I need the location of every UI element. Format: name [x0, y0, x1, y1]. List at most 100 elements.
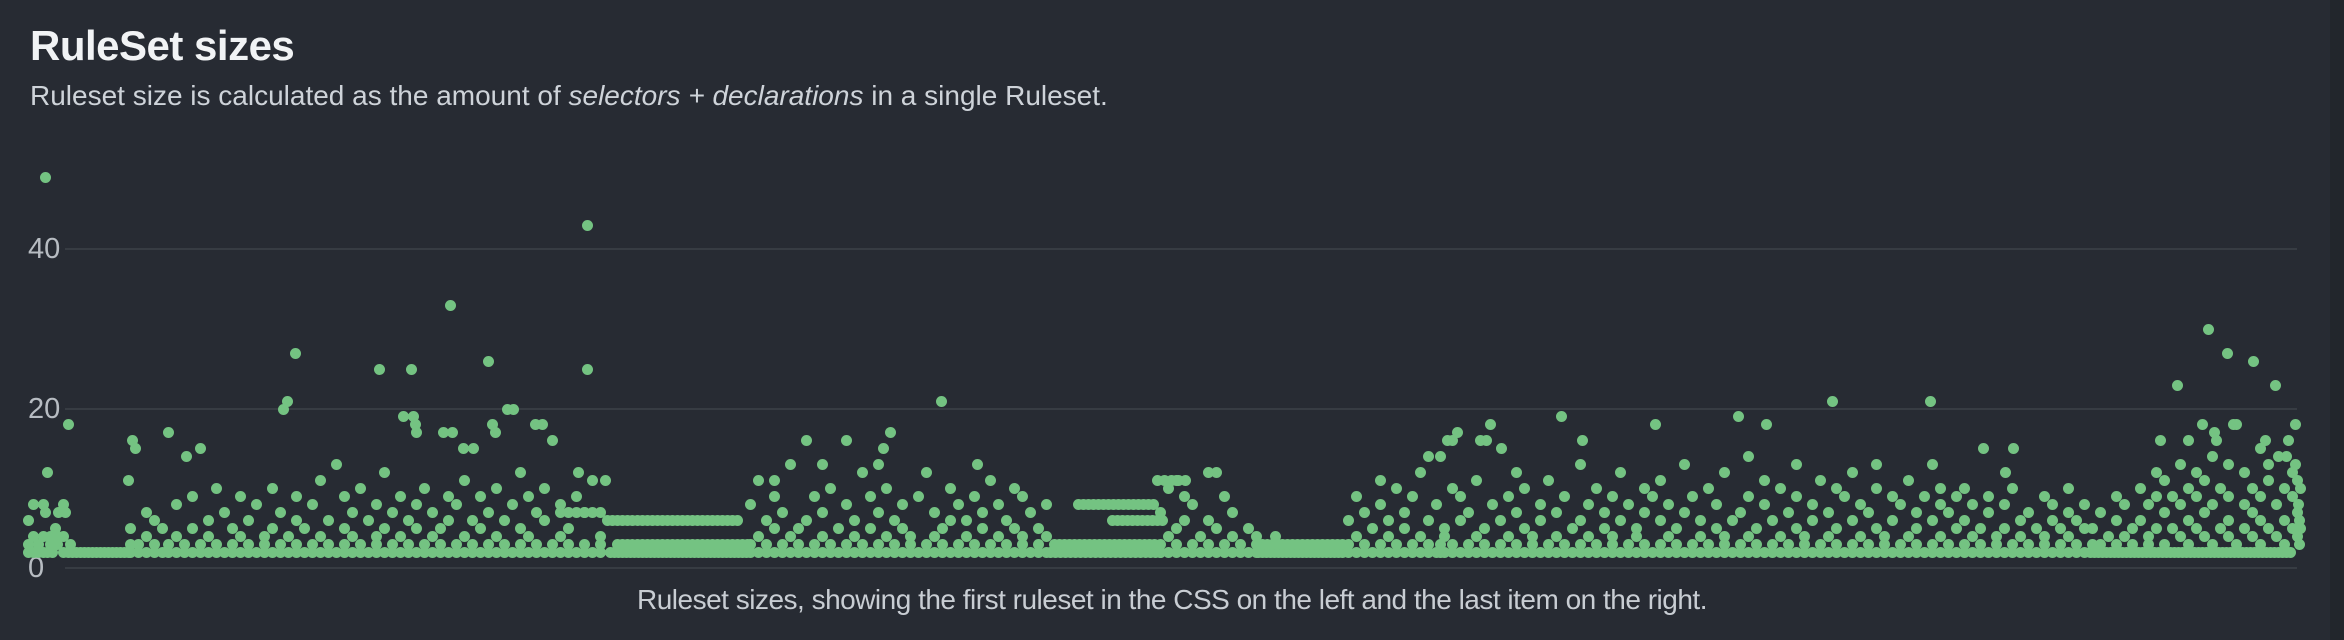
data-point	[398, 411, 409, 423]
data-point	[141, 531, 152, 543]
data-point	[1935, 531, 1946, 543]
data-point	[1367, 523, 1378, 535]
data-point	[1519, 523, 1530, 535]
data-point	[47, 547, 58, 559]
data-point	[1967, 499, 1978, 511]
data-point	[1559, 539, 1570, 551]
data-point	[841, 547, 852, 559]
data-point	[1399, 507, 1410, 519]
data-point	[283, 547, 294, 559]
data-point	[1783, 539, 1794, 551]
data-point	[1871, 523, 1882, 535]
data-point	[1695, 515, 1706, 527]
data-point	[1455, 515, 1466, 527]
data-point	[1235, 547, 1246, 559]
data-point	[1575, 539, 1586, 551]
y-axis-tick-label: 20	[28, 392, 61, 425]
data-point	[1179, 547, 1190, 559]
data-point	[1815, 539, 1826, 551]
data-point	[2175, 531, 2186, 543]
data-point	[547, 547, 558, 559]
data-point	[1751, 539, 1762, 551]
data-point	[1911, 547, 1922, 559]
subtitle-prefix: Ruleset size is calculated as the amount…	[30, 80, 569, 111]
data-point	[1743, 451, 1754, 463]
data-point	[1759, 499, 1770, 511]
data-point	[58, 499, 69, 511]
data-point	[1839, 547, 1850, 559]
data-point	[1447, 483, 1458, 495]
data-point	[1447, 547, 1458, 559]
data-point	[1556, 411, 1567, 423]
data-point	[1831, 483, 1842, 495]
data-point	[1383, 547, 1394, 559]
data-point	[809, 539, 820, 551]
data-point	[2151, 491, 2162, 503]
data-point	[251, 547, 262, 559]
data-point	[2255, 539, 2266, 551]
data-point	[163, 427, 174, 439]
data-point	[1251, 539, 1262, 551]
data-point	[2263, 459, 2274, 471]
data-point	[1383, 515, 1394, 527]
data-point	[1383, 531, 1394, 543]
data-point	[531, 507, 542, 519]
data-point	[1463, 547, 1474, 559]
data-point	[1219, 547, 1230, 559]
data-point	[563, 507, 574, 519]
data-point	[977, 547, 988, 559]
data-point	[817, 531, 828, 543]
data-point	[841, 499, 852, 511]
data-point	[1687, 539, 1698, 551]
data-point	[2159, 475, 2170, 487]
data-point	[219, 507, 230, 519]
data-point	[777, 539, 788, 551]
data-point	[2015, 515, 2026, 527]
data-point	[1807, 547, 1818, 559]
data-point	[371, 539, 382, 551]
data-point	[1863, 507, 1874, 519]
data-point	[1359, 507, 1370, 519]
data-point	[235, 531, 246, 543]
data-point	[347, 531, 358, 543]
subtitle-italic-term: selectors + declarations	[568, 80, 864, 111]
data-point	[235, 491, 246, 503]
data-point	[411, 523, 422, 535]
data-point	[2071, 547, 2082, 559]
data-point	[1767, 547, 1778, 559]
data-point	[761, 539, 772, 551]
data-point	[243, 539, 254, 551]
data-point	[1719, 539, 1730, 551]
data-point	[539, 547, 550, 559]
data-point	[1783, 547, 1794, 559]
data-point	[2273, 451, 2284, 463]
gridline	[65, 567, 2297, 569]
data-point	[1775, 483, 1786, 495]
data-point	[491, 531, 502, 543]
data-point	[299, 523, 310, 535]
data-point	[1211, 523, 1222, 535]
data-point	[2000, 467, 2011, 479]
data-point	[1155, 547, 1166, 559]
data-point	[2151, 467, 2162, 479]
data-point	[1583, 531, 1594, 543]
data-point	[395, 491, 406, 503]
data-point	[1471, 547, 1482, 559]
data-point	[825, 539, 836, 551]
data-point	[2239, 499, 2250, 511]
data-point	[187, 523, 198, 535]
data-point	[363, 547, 374, 559]
data-point	[515, 467, 526, 479]
data-point	[1163, 531, 1174, 543]
data-point	[1959, 547, 1970, 559]
data-point	[259, 539, 270, 551]
data-point	[993, 531, 1004, 543]
data-point	[2095, 539, 2106, 551]
data-point	[171, 499, 182, 511]
data-point	[1967, 547, 1978, 559]
data-point	[2135, 483, 2146, 495]
data-point	[45, 539, 56, 551]
data-point	[1791, 547, 1802, 559]
data-point	[1567, 547, 1578, 559]
data-point	[33, 539, 44, 551]
